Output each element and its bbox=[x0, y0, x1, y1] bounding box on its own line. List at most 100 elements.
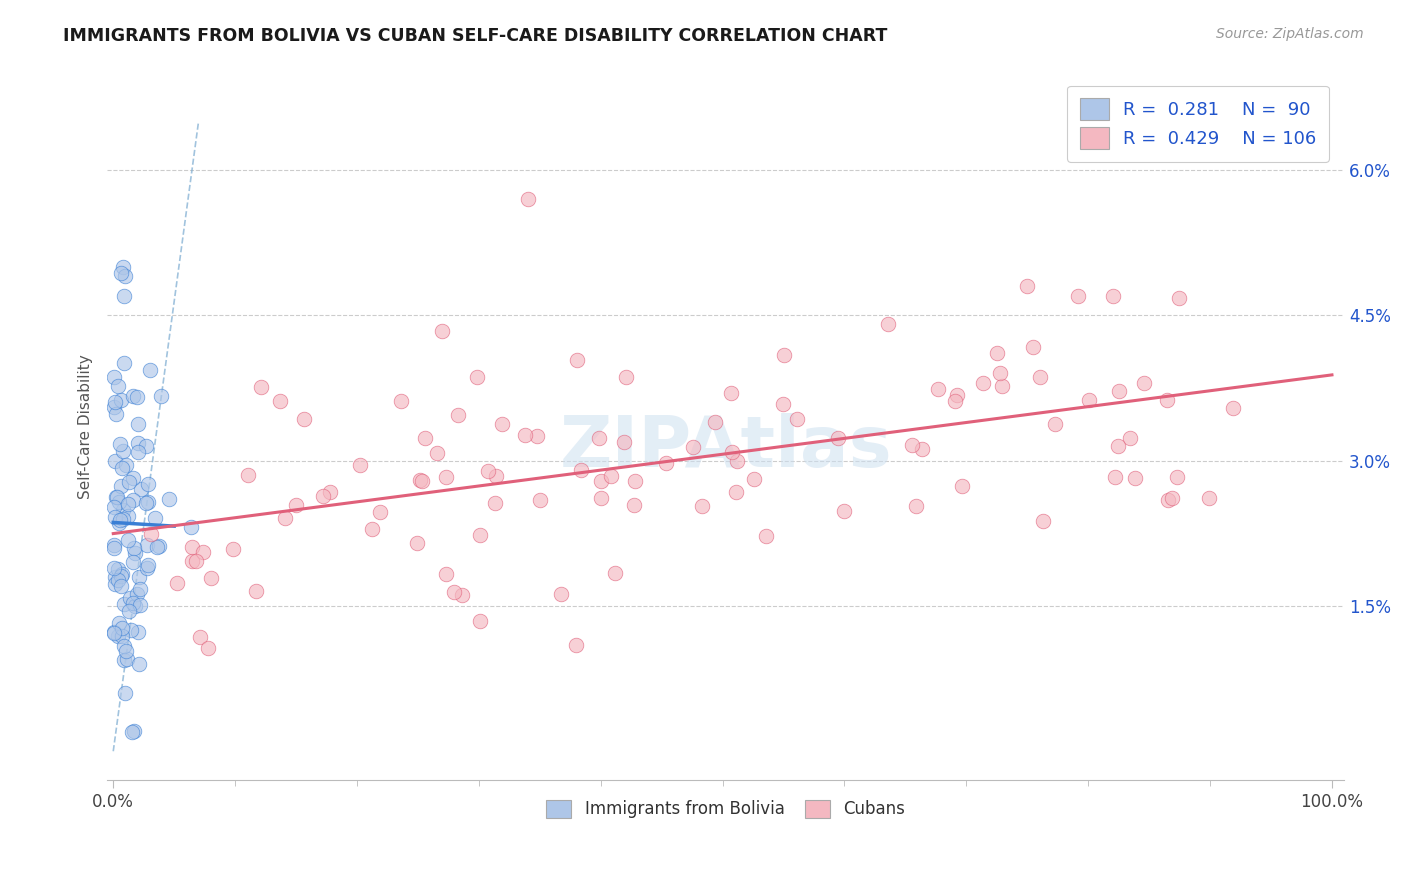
Point bbox=[111, 503, 134, 517]
Point bbox=[1198, 491, 1220, 505]
Point bbox=[1222, 401, 1244, 415]
Point bbox=[1166, 470, 1188, 484]
Point bbox=[361, 523, 384, 537]
Point bbox=[682, 440, 704, 454]
Point bbox=[589, 491, 612, 506]
Point bbox=[110, 579, 132, 593]
Point bbox=[124, 599, 146, 613]
Point bbox=[513, 428, 536, 442]
Point bbox=[118, 475, 141, 490]
Point bbox=[122, 723, 145, 738]
Point bbox=[409, 473, 432, 487]
Point bbox=[180, 554, 202, 568]
Point bbox=[236, 467, 259, 482]
Point bbox=[1045, 417, 1067, 431]
Point bbox=[1123, 470, 1146, 484]
Point bbox=[114, 686, 136, 700]
Point bbox=[108, 615, 131, 630]
Point bbox=[108, 516, 131, 531]
Point bbox=[529, 493, 551, 508]
Point bbox=[692, 499, 714, 513]
Point bbox=[139, 527, 162, 541]
Point bbox=[991, 378, 1014, 392]
Point bbox=[1107, 439, 1129, 453]
Point bbox=[128, 657, 150, 671]
Point bbox=[972, 376, 994, 391]
Point bbox=[786, 412, 808, 426]
Point bbox=[111, 567, 134, 582]
Point bbox=[1029, 370, 1052, 384]
Point bbox=[550, 587, 572, 601]
Point bbox=[274, 510, 297, 524]
Text: ZIPAtlas: ZIPAtlas bbox=[560, 413, 891, 483]
Point bbox=[389, 394, 412, 409]
Point bbox=[135, 439, 157, 453]
Point bbox=[1078, 392, 1101, 407]
Legend: Immigrants from Bolivia, Cubans: Immigrants from Bolivia, Cubans bbox=[540, 793, 911, 825]
Point bbox=[443, 585, 465, 599]
Point bbox=[655, 456, 678, 470]
Point bbox=[110, 479, 132, 493]
Point bbox=[368, 505, 391, 519]
Point bbox=[526, 429, 548, 443]
Point bbox=[772, 397, 794, 411]
Point bbox=[406, 535, 429, 549]
Point bbox=[122, 555, 145, 569]
Point bbox=[103, 541, 125, 556]
Point bbox=[115, 652, 138, 666]
Point bbox=[614, 370, 637, 384]
Point bbox=[911, 442, 934, 456]
Point bbox=[591, 474, 613, 488]
Point bbox=[136, 495, 159, 509]
Point bbox=[720, 386, 742, 401]
Point bbox=[484, 496, 506, 510]
Point bbox=[128, 598, 150, 612]
Point bbox=[146, 540, 169, 554]
Text: IMMIGRANTS FROM BOLIVIA VS CUBAN SELF-CARE DISABILITY CORRELATION CHART: IMMIGRANTS FROM BOLIVIA VS CUBAN SELF-CA… bbox=[63, 27, 887, 45]
Point bbox=[1161, 491, 1184, 505]
Point bbox=[112, 653, 135, 667]
Point bbox=[117, 533, 139, 547]
Point bbox=[1156, 393, 1178, 408]
Point bbox=[111, 629, 134, 643]
Point bbox=[124, 546, 146, 560]
Point bbox=[127, 445, 149, 459]
Point bbox=[114, 644, 136, 658]
Point bbox=[588, 431, 610, 445]
Point bbox=[1022, 340, 1045, 354]
Point bbox=[129, 483, 152, 497]
Point bbox=[624, 474, 647, 488]
Point bbox=[451, 588, 474, 602]
Point bbox=[104, 570, 127, 584]
Point bbox=[103, 400, 125, 414]
Point bbox=[122, 471, 145, 485]
Point bbox=[107, 379, 129, 393]
Point bbox=[114, 269, 136, 284]
Point bbox=[121, 389, 143, 403]
Point bbox=[772, 348, 794, 362]
Point bbox=[107, 573, 129, 587]
Point bbox=[111, 260, 134, 274]
Point bbox=[127, 624, 149, 639]
Point bbox=[120, 623, 142, 637]
Point bbox=[135, 495, 157, 509]
Point bbox=[136, 477, 159, 491]
Point bbox=[200, 571, 222, 585]
Point bbox=[107, 495, 129, 509]
Point bbox=[118, 591, 141, 605]
Point bbox=[1067, 288, 1090, 302]
Point bbox=[110, 513, 132, 527]
Point bbox=[485, 468, 508, 483]
Point bbox=[1167, 291, 1189, 305]
Point bbox=[110, 266, 132, 280]
Point bbox=[603, 566, 626, 580]
Point bbox=[145, 511, 167, 525]
Point bbox=[292, 412, 315, 426]
Point bbox=[121, 724, 143, 739]
Point bbox=[127, 436, 149, 450]
Point bbox=[107, 562, 129, 576]
Point bbox=[1132, 376, 1154, 391]
Point bbox=[184, 554, 207, 568]
Point bbox=[571, 463, 593, 477]
Point bbox=[988, 366, 1011, 380]
